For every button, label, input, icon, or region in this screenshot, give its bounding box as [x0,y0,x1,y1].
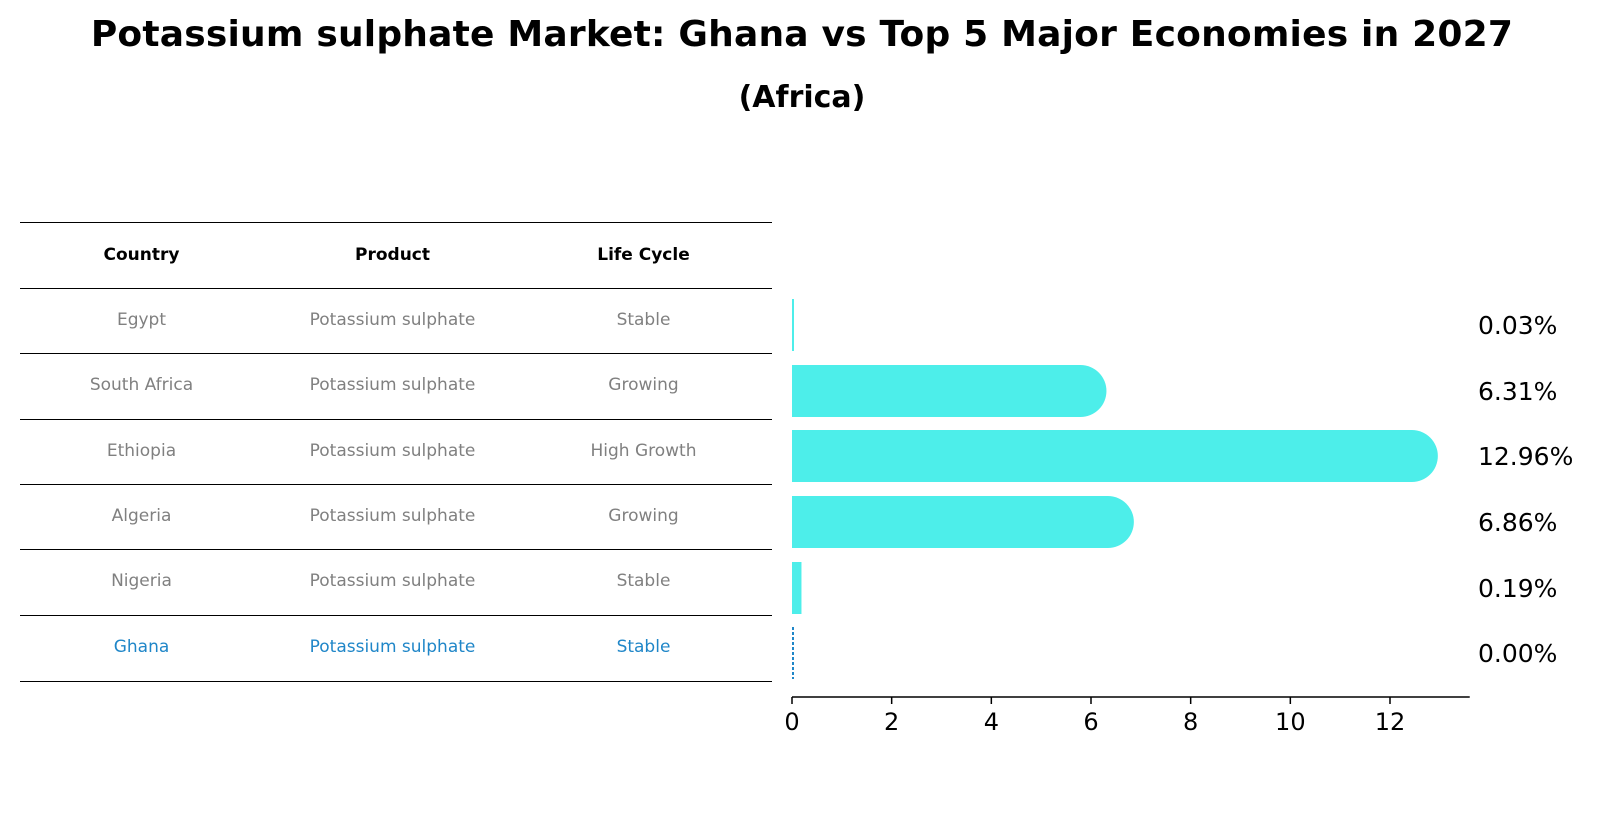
table-cell-country: South Africa [89,375,194,395]
x-tick-label: 0 [784,708,799,736]
chart-title: Potassium sulphate Market: Ghana vs Top … [90,14,1514,55]
bar-value-label: 6.31% [1478,377,1557,406]
table-rule [20,288,772,289]
table-cell-life-cycle: Stable [616,310,671,330]
bar [792,496,1134,548]
x-tick-label: 12 [1375,708,1406,736]
table-header-product: Product [355,245,430,265]
table-cell-product: Potassium sulphate [309,506,476,526]
table-header-country: Country [103,245,180,265]
table-cell-product: Potassium sulphate [309,310,476,330]
table-rule [20,681,772,682]
table-cell-country: Algeria [111,506,172,526]
table-cell-product: Potassium sulphate [309,571,476,591]
x-tick-label: 4 [984,708,999,736]
table-cell-country: Egypt [116,310,167,330]
bar-value-label: 6.86% [1478,508,1557,537]
chart-subtitle: (Africa) [738,80,866,115]
table-cell-country: Nigeria [111,571,172,591]
table-header-life-cycle: Life Cycle [597,245,690,265]
table-rule [20,353,772,354]
table-cell-life-cycle: Growing [608,375,679,395]
x-tick-label: 6 [1083,708,1098,736]
table-cell-country: Ghana [113,637,170,657]
table-cell-product: Potassium sulphate [309,637,476,657]
bar [792,299,794,351]
bar-value-label: 0.19% [1478,574,1557,603]
x-tick-label: 10 [1275,708,1306,736]
table-cell-product: Potassium sulphate [309,375,476,395]
table-rule [20,615,772,616]
table-rule [20,549,772,550]
table-cell-life-cycle: Stable [616,571,671,591]
bar [792,365,1107,417]
table-cell-life-cycle: Stable [616,637,671,657]
table-rule [20,419,772,420]
x-tick-label: 2 [884,708,899,736]
x-tick-label: 8 [1183,708,1198,736]
table-cell-product: Potassium sulphate [309,441,476,461]
table-rule [20,484,772,485]
bar-value-label: 12.96% [1478,442,1573,471]
table-cell-country: Ethiopia [106,441,177,461]
table-cell-life-cycle: Growing [608,506,679,526]
bar-value-label: 0.00% [1478,639,1557,668]
bar-value-label: 0.03% [1478,311,1557,340]
bar [792,430,1438,482]
bar [792,562,802,614]
table-cell-life-cycle: High Growth [590,441,697,461]
table-rule [20,222,772,223]
